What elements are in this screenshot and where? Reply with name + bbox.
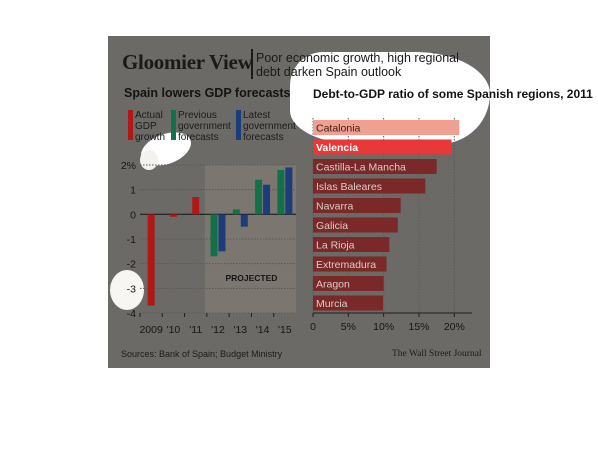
y-tick-label: 1: [130, 185, 136, 197]
x-tick-label: '12: [211, 324, 225, 336]
y-tick-label: -3: [127, 283, 136, 295]
legend-swatch-latest: [236, 110, 241, 140]
x-tick-label: 0: [310, 321, 316, 333]
gdp-chart-title: Spain lowers GDP forecasts: [124, 86, 291, 100]
x-tick-label: 15%: [408, 321, 429, 333]
projected-label: PROJECTED: [225, 273, 277, 283]
white-annotation-mark: [110, 270, 144, 310]
y-tick-label: -1: [127, 234, 136, 246]
bar-latest-government-forecasts: [240, 214, 248, 227]
legend-swatch-previous: [171, 110, 176, 140]
debt-chart-title: Debt-to-GDP ratio of some Spanish region…: [313, 87, 593, 101]
bar-actual-gdp-growth: [147, 214, 155, 306]
publisher-credit: The Wall Street Journal: [392, 349, 482, 359]
region-label: La Rioja: [316, 240, 355, 252]
x-tick-label: 2009: [139, 324, 163, 336]
bar-previous-government-forecasts: [210, 214, 218, 257]
y-tick-label: -4: [127, 308, 136, 320]
legend-label-previous: Previous government forecasts: [178, 110, 231, 143]
region-label: Extremadura: [316, 259, 376, 271]
x-tick-label: '11: [189, 324, 202, 336]
bar-previous-government-forecasts: [232, 209, 240, 215]
x-tick-label: '10: [167, 324, 181, 336]
bar-previous-government-forecasts: [255, 179, 263, 215]
region-label: Catalonia: [316, 123, 361, 135]
region-label: Islas Baleares: [316, 181, 382, 193]
y-tick-label: 2%: [121, 160, 136, 172]
legend-label-actual: Actual GDP growth: [135, 110, 166, 143]
region-bar: [313, 139, 452, 155]
title-divider: [251, 49, 253, 79]
legend-label-latest: Latest government forecasts: [243, 110, 296, 143]
region-bar: [313, 276, 384, 291]
region-bar: [313, 198, 401, 213]
bar-previous-government-forecasts: [277, 169, 285, 215]
bar-latest-government-forecasts: [218, 214, 226, 252]
bar-actual-gdp-growth: [192, 197, 200, 215]
y-tick-label: -2: [127, 259, 136, 271]
region-label: Murcia: [316, 298, 348, 310]
x-tick-label: 10%: [373, 321, 394, 333]
region-bar: [313, 217, 398, 233]
x-tick-label: '15: [278, 324, 292, 336]
y-tick-label: 0: [130, 209, 136, 221]
x-tick-label: '13: [233, 324, 247, 336]
region-bar: [313, 120, 460, 135]
x-tick-label: 5%: [341, 321, 356, 333]
region-label: Castilla-La Mancha: [316, 162, 406, 174]
x-tick-label: '14: [256, 324, 270, 336]
region-bar: [313, 237, 390, 252]
region-label: Galicia: [316, 220, 348, 232]
legend-swatch-actual: [128, 110, 133, 140]
region-bar: [313, 295, 383, 311]
region-bar: [313, 159, 437, 174]
region-label: Aragon: [316, 279, 350, 291]
subtitle: Poor economic growth, high regional debt…: [256, 51, 459, 79]
source-note: Sources: Bank of Spain; Budget Ministry: [121, 349, 283, 359]
region-label: Valencia: [316, 142, 358, 154]
main-title: Gloomier View: [122, 50, 253, 74]
bar-actual-gdp-growth: [169, 214, 177, 217]
region-label: Navarra: [316, 201, 354, 213]
bar-latest-government-forecasts: [285, 167, 293, 215]
region-bar: [313, 256, 387, 272]
x-tick-label: 20%: [444, 321, 465, 333]
region-bar: [313, 178, 426, 194]
bar-latest-government-forecasts: [263, 184, 271, 215]
